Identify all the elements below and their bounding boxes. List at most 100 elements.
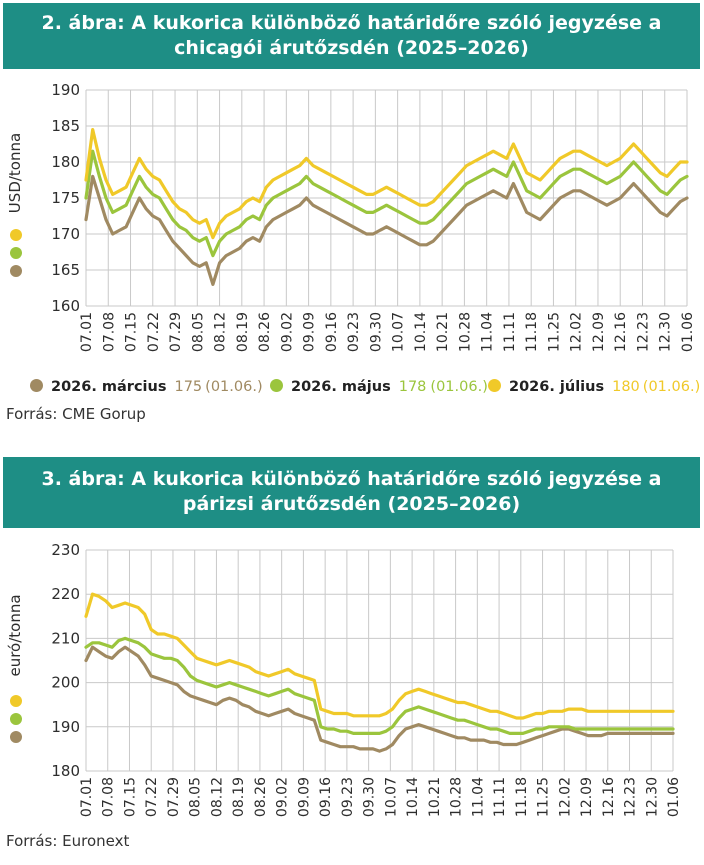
chart1-xtick: 08.19 [235, 312, 251, 352]
legend-july-value: 180 (01.06.) [612, 379, 700, 395]
chart2-xtick: 11.18 [514, 777, 530, 817]
chart1-ytick: 165 [51, 261, 80, 279]
chart1-xtick: 09.09 [302, 312, 318, 352]
legend-july-name: 2026. július [509, 379, 605, 395]
chart1-ytick: 170 [51, 225, 80, 243]
chart1-xtick: 11.11 [502, 312, 518, 352]
chart1-ylabel-marker [10, 229, 22, 241]
chart2-xtick: 11.04 [470, 777, 486, 817]
chart2-xtick: 10.21 [427, 777, 443, 817]
chart2-ytick: 200 [51, 674, 80, 692]
chart1-xtick: 09.02 [279, 312, 295, 352]
chart2-xtick: 10.28 [449, 777, 465, 817]
chart2-ylabel-marker [10, 731, 22, 743]
legend-may-date: (01.06.) [430, 379, 488, 395]
chart1-ytick: 185 [51, 117, 80, 135]
chart2-series-2 [84, 592, 675, 720]
chart2-ytick: 230 [51, 541, 80, 559]
legend-july-date: (01.06.) [642, 379, 701, 395]
chart1-xtick: 01.06 [680, 312, 696, 352]
legend-march-date: (01.06.) [205, 379, 263, 395]
legend-item-march: 2026. március 175 (01.06.) [30, 374, 263, 400]
chart2-xtick: 12.09 [579, 777, 595, 817]
chart1-xtick: 12.16 [613, 312, 629, 352]
chart2-series-0 [84, 645, 675, 753]
legend-march-value: 175 (01.06.) [174, 379, 262, 395]
chart1-xtick: 11.04 [480, 312, 496, 352]
chart2-xtick: 09.16 [318, 777, 334, 817]
chart1-ytick: 180 [51, 153, 80, 171]
chart2-xtick: 11.11 [492, 777, 508, 817]
chart2-xtick: 12.30 [644, 777, 660, 817]
chart2-xtick: 09.02 [275, 777, 291, 817]
legend-item-july: 2026. július 180 (01.06.) [488, 374, 700, 400]
chart1-xtick: 12.30 [658, 312, 674, 352]
chart1-xtick: 11.18 [524, 312, 540, 352]
chart1-ylabel: USD/tonna [6, 133, 24, 213]
chart2-xtick: 07.08 [101, 777, 117, 817]
legend-july-marker [488, 379, 501, 392]
chart1-xtick: 12.09 [591, 312, 607, 352]
chart2-ytick: 210 [51, 629, 80, 647]
legend-march-last: 175 [174, 379, 203, 395]
chart2-xtick: 09.30 [362, 777, 378, 817]
legend-may-name: 2026. május [291, 379, 391, 395]
chart1-xtick: 09.16 [324, 312, 340, 352]
chart1-ylabel-marker [10, 247, 22, 259]
chart1-xtick: 10.07 [391, 312, 407, 352]
chart1-xtick: 07.08 [101, 312, 117, 352]
chart2-xtick: 01.06 [666, 777, 682, 817]
chart2-xtick: 07.22 [144, 777, 160, 817]
legend-may-last: 178 [398, 379, 427, 395]
chart2-xtick: 07.29 [166, 777, 182, 817]
chart2-xtick: 07.01 [79, 777, 95, 817]
chart2-source: Forrás: Euronext [6, 832, 130, 850]
chart1-xtick: 10.28 [457, 312, 473, 352]
chart1-xtick: 11.25 [546, 312, 562, 352]
chart1-title: 2. ábra: A kukorica különböző határidőre… [3, 3, 700, 69]
chart2-xtick: 08.05 [188, 777, 204, 817]
chart1-plot: 160 165 170 175 180 185 190 07.01 07.08 07.15 07.2… [6, 81, 696, 352]
chart1-xtick: 07.15 [124, 312, 140, 352]
chart2-ytick: 180 [51, 762, 80, 780]
chart2-xtick: 08.26 [253, 777, 269, 817]
chart1-ytick: 190 [51, 81, 80, 99]
chart1-xtick: 07.22 [146, 312, 162, 352]
chart1-xtick: 08.05 [190, 312, 206, 352]
legend-may-value: 178 (01.06.) [399, 379, 488, 395]
chart1-xtick: 12.23 [635, 312, 651, 352]
chart2-xtick: 09.23 [340, 777, 356, 817]
chart2-xtick: 08.12 [209, 777, 225, 817]
chart2-xtick: 12.02 [557, 777, 573, 817]
chart2-ylabel-marker [10, 695, 22, 707]
chart1-ytick: 160 [51, 297, 80, 315]
legend-item-may: 2026. május 178 (01.06.) [270, 374, 488, 400]
chart1-xtick: 07.01 [79, 312, 95, 352]
chart1-ytick: 175 [51, 189, 80, 207]
chart2-xtick: 10.14 [405, 777, 421, 817]
chart1-xtick: 07.29 [168, 312, 184, 352]
chart1-xtick: 10.21 [435, 312, 451, 352]
legend-march-marker [30, 379, 43, 392]
chart1-ylabel-marker [10, 265, 22, 277]
chart2-xtick: 12.16 [601, 777, 617, 817]
chart1-xtick: 12.02 [569, 312, 585, 352]
chart2-xtick: 09.09 [296, 777, 312, 817]
chart2-plot: 180 190 200 210 220 230 07.01 07.08 07.15 07.22 07… [6, 541, 682, 817]
chart2-xtick: 10.07 [383, 777, 399, 817]
chart2-ytick: 220 [51, 585, 80, 603]
chart1-xtick: 09.30 [368, 312, 384, 352]
chart1-source: Forrás: CME Gorup [6, 405, 146, 423]
chart2-title: 3. ábra: A kukorica különböző határidőre… [3, 457, 700, 528]
chart1-xtick: 08.26 [257, 312, 273, 352]
legend-july-last: 180 [612, 379, 640, 395]
chart1-xtick: 09.23 [346, 312, 362, 352]
legend-may-marker [270, 379, 283, 392]
chart1-series-2 [84, 127, 689, 240]
chart2-series-1 [84, 636, 675, 735]
chart2-ylabel: euró/tonna [6, 594, 24, 676]
chart2-ytick: 190 [51, 718, 80, 736]
chart1-xtick: 08.12 [213, 312, 229, 352]
chart1-xtick: 10.14 [413, 312, 429, 352]
legend-march-name: 2026. március [51, 379, 167, 395]
